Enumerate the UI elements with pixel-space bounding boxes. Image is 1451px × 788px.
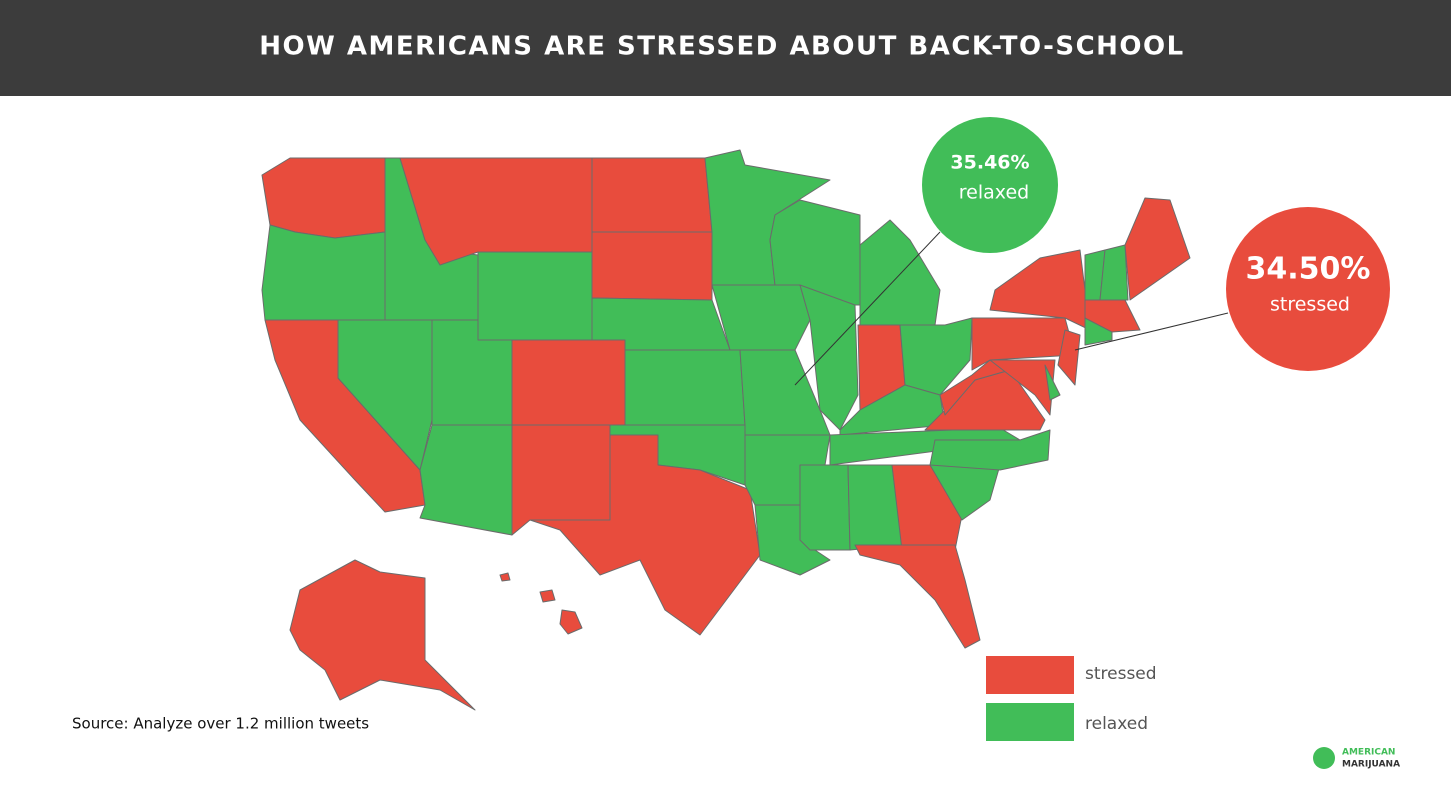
callout-value: 35.46% — [950, 152, 1029, 174]
state — [511, 424, 611, 536]
state — [559, 609, 583, 635]
state — [1044, 364, 1061, 401]
state — [261, 224, 386, 321]
callout-line — [794, 231, 941, 386]
header-bar — [0, 0, 1451, 96]
callout-label: stressed — [1270, 294, 1350, 316]
state — [971, 317, 1076, 371]
state — [539, 589, 556, 603]
state — [591, 231, 713, 301]
state — [499, 572, 511, 582]
state — [1124, 197, 1191, 301]
callout-value: 34.50% — [1246, 252, 1371, 287]
callout-circle — [922, 117, 1058, 253]
state — [989, 359, 1056, 416]
callout-label: relaxed — [959, 182, 1029, 204]
legend-swatch — [986, 703, 1074, 741]
state — [1057, 329, 1081, 386]
legend-label: relaxed — [1085, 714, 1148, 734]
state — [529, 434, 761, 636]
callout-line — [1074, 312, 1229, 351]
state — [854, 544, 981, 649]
state — [799, 464, 851, 551]
state — [929, 429, 1051, 471]
legend-label: stressed — [1085, 664, 1157, 684]
state — [624, 349, 746, 426]
state — [511, 339, 626, 426]
state — [337, 319, 433, 471]
state — [891, 464, 963, 551]
state — [1099, 244, 1129, 301]
logo-icon — [1313, 747, 1335, 769]
logo-text: MARIJUANA — [1342, 760, 1400, 770]
us-map — [261, 149, 1191, 711]
callout-circle — [1226, 207, 1390, 371]
source: Source: Analyze over 1.2 million tweets — [72, 715, 369, 733]
state — [477, 251, 593, 341]
logo-text: AMERICAN — [1342, 748, 1395, 758]
state — [419, 424, 513, 536]
legend-swatch — [986, 656, 1074, 694]
state — [859, 219, 941, 326]
state — [261, 157, 386, 239]
state — [289, 559, 476, 711]
title: HOW AMERICANS ARE STRESSED ABOUT BACK-TO… — [259, 32, 1184, 62]
state — [591, 157, 713, 233]
